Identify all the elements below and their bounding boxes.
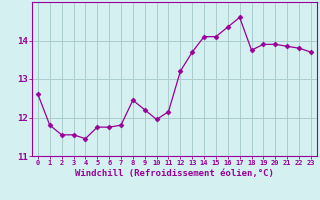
X-axis label: Windchill (Refroidissement éolien,°C): Windchill (Refroidissement éolien,°C) xyxy=(75,169,274,178)
